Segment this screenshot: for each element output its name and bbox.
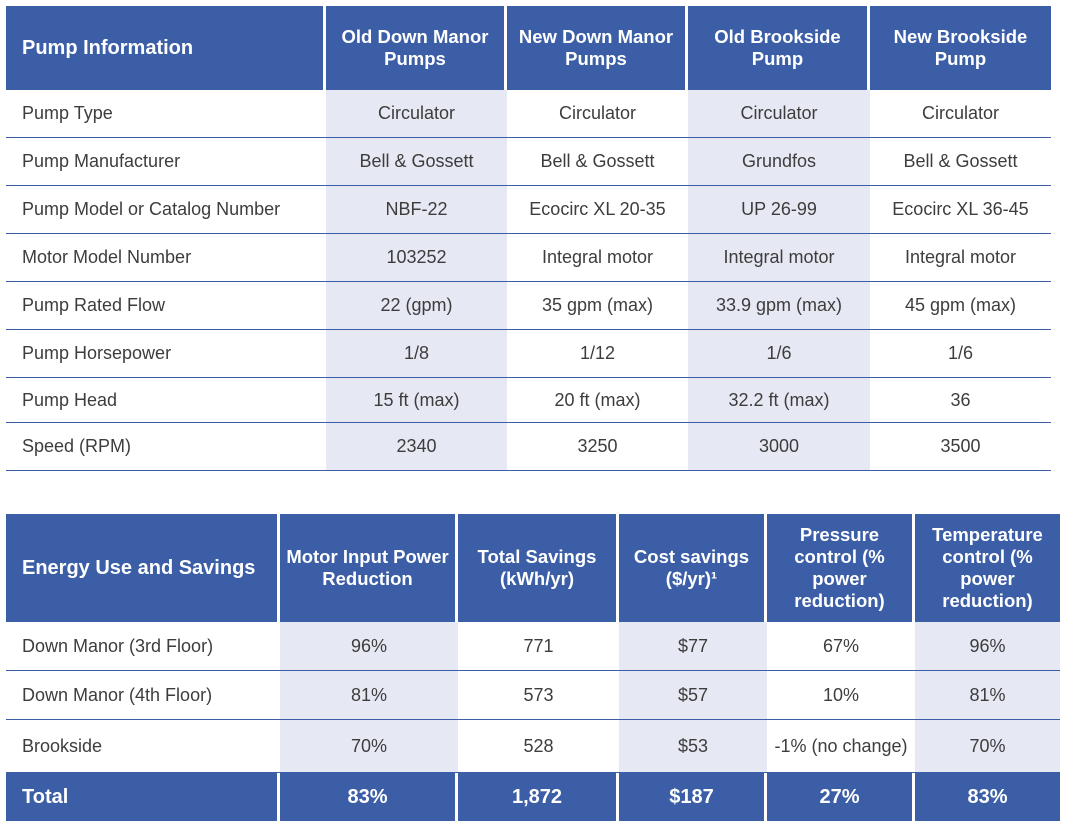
table-cell: 771 <box>458 622 619 671</box>
table-cell: 96% <box>280 622 458 671</box>
table-cell: 3250 <box>507 423 688 471</box>
table-cell: Integral motor <box>688 234 870 282</box>
column-header: New Down Manor Pumps <box>507 6 688 90</box>
table-cell: 15 ft (max) <box>326 378 507 423</box>
row-label: Brookside <box>6 720 280 773</box>
table-row: Brookside 70% 528 $53 -1% (no change) 70… <box>6 720 1060 773</box>
table-row: Down Manor (4th Floor) 81% 573 $57 10% 8… <box>6 671 1060 720</box>
table-row: Pump Type Circulator Circulator Circulat… <box>6 90 1051 138</box>
table-cell: NBF-22 <box>326 186 507 234</box>
table-cell: 1/8 <box>326 330 507 378</box>
total-row: Total 83% 1,872 $187 27% 83% <box>6 773 1060 821</box>
table-cell: 27% <box>767 773 915 821</box>
table-cell: 2340 <box>326 423 507 471</box>
column-header: Temperature control (% power reduction) <box>915 514 1060 622</box>
column-header: Old Down Manor Pumps <box>326 6 507 90</box>
table-cell: 67% <box>767 622 915 671</box>
table-cell: 1,872 <box>458 773 619 821</box>
table-cell: Integral motor <box>507 234 688 282</box>
table-row: Speed (RPM) 2340 3250 3000 3500 <box>6 423 1051 471</box>
table-cell: UP 26-99 <box>688 186 870 234</box>
table-cell: 20 ft (max) <box>507 378 688 423</box>
table-cell: $77 <box>619 622 767 671</box>
table-cell: 1/6 <box>870 330 1051 378</box>
row-label: Pump Horsepower <box>6 330 326 378</box>
table-cell: 528 <box>458 720 619 773</box>
column-header: Total Savings (kWh/yr) <box>458 514 619 622</box>
row-label: Pump Type <box>6 90 326 138</box>
column-header: Motor Input Power Reduction <box>280 514 458 622</box>
table-cell: 32.2 ft (max) <box>688 378 870 423</box>
row-label: Total <box>6 773 280 821</box>
row-label: Motor Model Number <box>6 234 326 282</box>
column-header: Cost savings ($/yr)¹ <box>619 514 767 622</box>
column-header: Pressure control (% power reduction) <box>767 514 915 622</box>
table-cell: 83% <box>280 773 458 821</box>
table-cell: 1/6 <box>688 330 870 378</box>
table-cell: 10% <box>767 671 915 720</box>
table-cell: 81% <box>915 671 1060 720</box>
table-cell: -1% (no change) <box>767 720 915 773</box>
table-cell: $53 <box>619 720 767 773</box>
table-row: Pump Rated Flow 22 (gpm) 35 gpm (max) 33… <box>6 282 1051 330</box>
table-row: Pump Horsepower 1/8 1/12 1/6 1/6 <box>6 330 1051 378</box>
table-cell: 35 gpm (max) <box>507 282 688 330</box>
table-cell: 3000 <box>688 423 870 471</box>
table-cell: Circulator <box>326 90 507 138</box>
table-cell: 45 gpm (max) <box>870 282 1051 330</box>
table-cell: 70% <box>280 720 458 773</box>
column-header: Pump Information <box>6 6 326 90</box>
table-row: Pump Head 15 ft (max) 20 ft (max) 32.2 f… <box>6 378 1051 423</box>
row-label: Down Manor (4th Floor) <box>6 671 280 720</box>
table-cell: Circulator <box>870 90 1051 138</box>
table-header-row: Pump Information Old Down Manor Pumps Ne… <box>6 6 1051 90</box>
table-cell: 36 <box>870 378 1051 423</box>
table-cell: Integral motor <box>870 234 1051 282</box>
table-row: Motor Model Number 103252 Integral motor… <box>6 234 1051 282</box>
table-cell: 103252 <box>326 234 507 282</box>
table-cell: Ecocirc XL 36-45 <box>870 186 1051 234</box>
column-header: Energy Use and Savings <box>6 514 280 622</box>
table-row: Pump Model or Catalog Number NBF-22 Ecoc… <box>6 186 1051 234</box>
table-cell: Grundfos <box>688 138 870 186</box>
row-label: Pump Rated Flow <box>6 282 326 330</box>
table-cell: $187 <box>619 773 767 821</box>
table-cell: Bell & Gossett <box>326 138 507 186</box>
table-cell: $57 <box>619 671 767 720</box>
table-cell: Circulator <box>688 90 870 138</box>
row-label: Pump Manufacturer <box>6 138 326 186</box>
table-cell: 573 <box>458 671 619 720</box>
table-cell: 81% <box>280 671 458 720</box>
table-cell: 96% <box>915 622 1060 671</box>
row-label: Pump Model or Catalog Number <box>6 186 326 234</box>
table-cell: 70% <box>915 720 1060 773</box>
table-row: Pump Manufacturer Bell & Gossett Bell & … <box>6 138 1051 186</box>
table-cell: Bell & Gossett <box>870 138 1051 186</box>
table-cell: 1/12 <box>507 330 688 378</box>
row-label: Pump Head <box>6 378 326 423</box>
table-cell: Ecocirc XL 20-35 <box>507 186 688 234</box>
row-label: Down Manor (3rd Floor) <box>6 622 280 671</box>
pump-information-table: Pump Information Old Down Manor Pumps Ne… <box>6 6 1051 471</box>
table-cell: Bell & Gossett <box>507 138 688 186</box>
row-label: Speed (RPM) <box>6 423 326 471</box>
column-header: Old Brookside Pump <box>688 6 870 90</box>
table-cell: Circulator <box>507 90 688 138</box>
table-header-row: Energy Use and Savings Motor Input Power… <box>6 514 1060 622</box>
table-row: Down Manor (3rd Floor) 96% 771 $77 67% 9… <box>6 622 1060 671</box>
table-cell: 3500 <box>870 423 1051 471</box>
energy-use-savings-table: Energy Use and Savings Motor Input Power… <box>6 514 1060 821</box>
table-cell: 22 (gpm) <box>326 282 507 330</box>
table-cell: 83% <box>915 773 1060 821</box>
column-header: New Brookside Pump <box>870 6 1051 90</box>
table-cell: 33.9 gpm (max) <box>688 282 870 330</box>
